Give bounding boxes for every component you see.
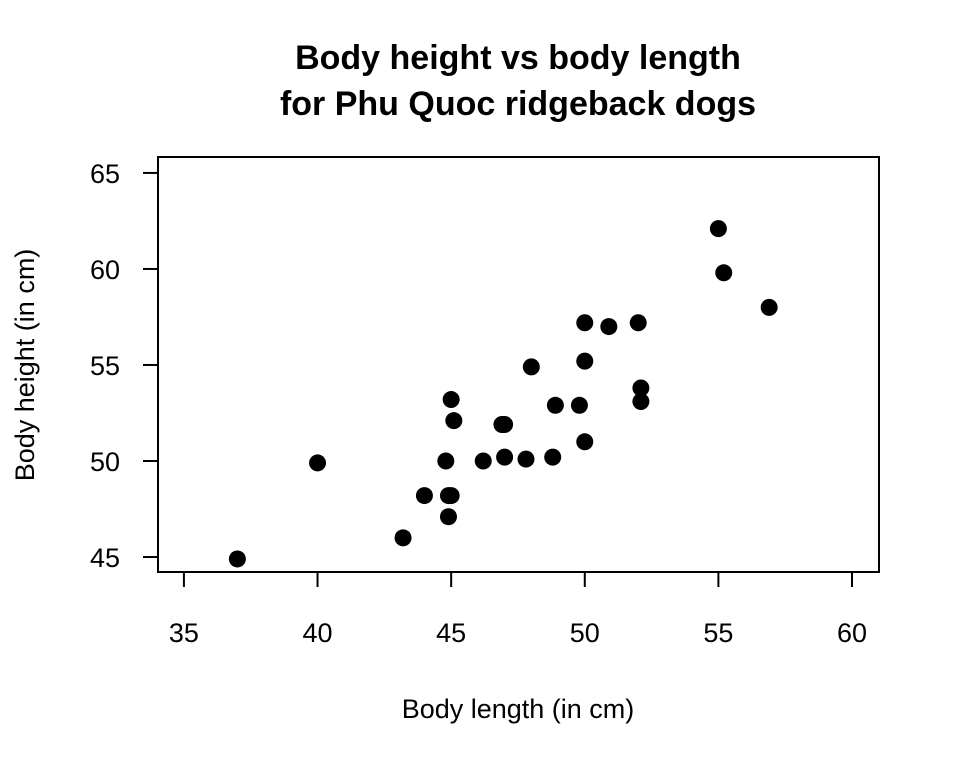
point <box>576 314 594 332</box>
plot-frame <box>157 156 880 573</box>
point <box>570 396 588 414</box>
y-tick-label: 45 <box>90 543 120 573</box>
point <box>546 396 564 414</box>
point <box>228 550 246 568</box>
point <box>632 392 650 410</box>
x-tick-label: 55 <box>703 618 733 648</box>
x-tick-label: 35 <box>169 618 199 648</box>
point <box>760 298 778 316</box>
y-axis-label: Body height (in cm) <box>10 249 40 482</box>
point <box>445 412 463 430</box>
point <box>394 529 412 547</box>
point <box>600 318 618 336</box>
point <box>474 452 492 470</box>
point <box>517 450 535 468</box>
point <box>496 416 514 434</box>
y-tick-label: 50 <box>90 447 120 477</box>
point <box>522 358 540 376</box>
y-tick-label: 60 <box>90 255 120 285</box>
x-tick-label: 50 <box>570 618 600 648</box>
point <box>437 452 455 470</box>
point <box>576 352 594 370</box>
chart-title: Body height vs body length <box>295 39 741 77</box>
point <box>442 487 460 505</box>
point <box>439 508 457 526</box>
x-tick-label: 40 <box>303 618 333 648</box>
x-tick-label: 45 <box>436 618 466 648</box>
point <box>629 314 647 332</box>
point <box>415 487 433 505</box>
chart-title: for Phu Quoc ridgeback dogs <box>280 85 756 123</box>
x-tick-label: 60 <box>837 618 867 648</box>
point <box>576 433 594 451</box>
point <box>715 264 733 282</box>
y-tick-label: 65 <box>90 159 120 189</box>
point <box>309 454 327 472</box>
point <box>496 448 514 466</box>
y-tick-label: 55 <box>90 351 120 381</box>
point <box>709 220 727 238</box>
x-axis-label: Body length (in cm) <box>402 694 635 724</box>
point <box>632 379 650 397</box>
point <box>544 448 562 466</box>
point <box>442 391 460 409</box>
